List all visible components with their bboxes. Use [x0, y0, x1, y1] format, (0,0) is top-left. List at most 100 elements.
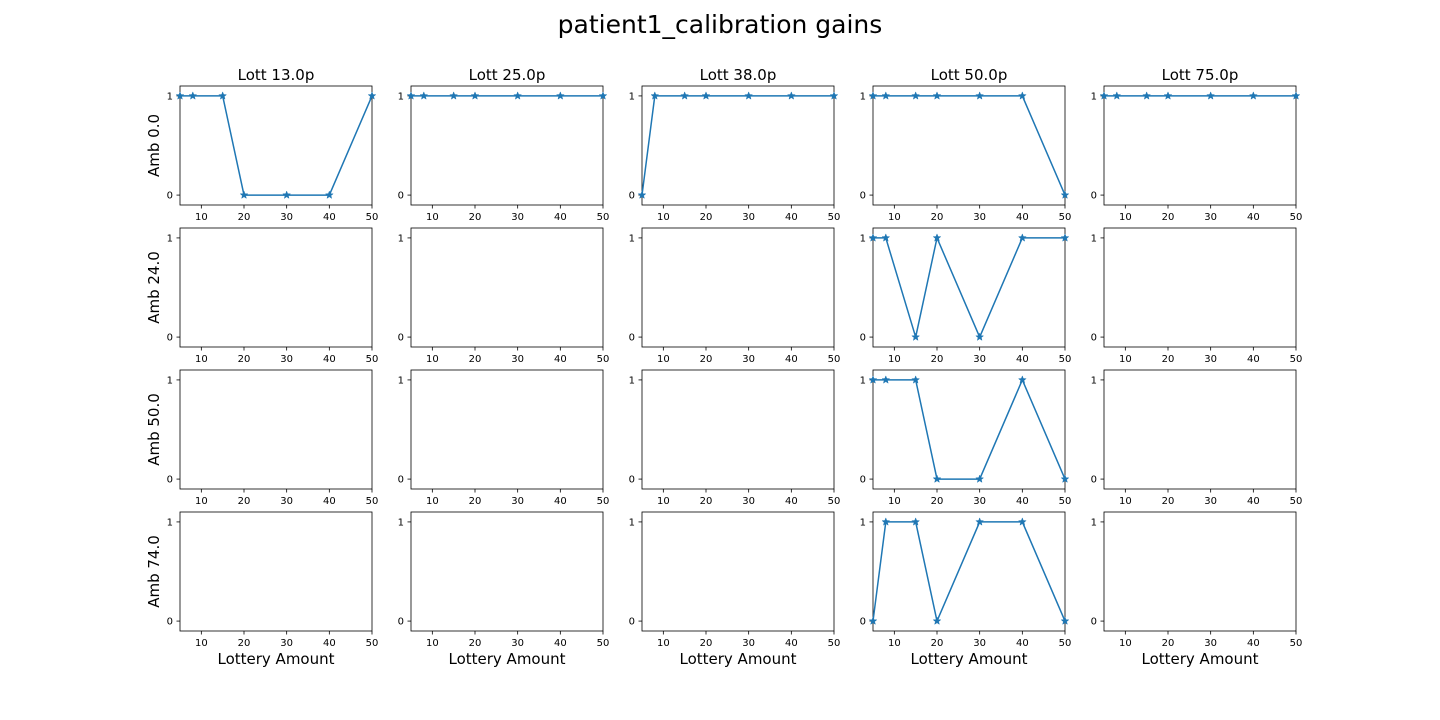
y-tick-label: 1: [629, 91, 635, 102]
subplot: 10 20 30 40 50 0 1: [629, 369, 841, 507]
x-tick-label: 40: [785, 212, 798, 223]
x-tick-label: 20: [700, 496, 713, 507]
x-tick-label: 10: [657, 354, 670, 365]
x-tick-label: 50: [1059, 354, 1072, 365]
data-point: [555, 91, 565, 100]
data-point: [1060, 474, 1070, 483]
x-tick-label: 50: [1059, 212, 1072, 223]
data-point: [786, 91, 796, 100]
y-tick-label: 0: [167, 191, 173, 202]
axes-frame: [410, 85, 604, 206]
data-point: [868, 233, 878, 242]
x-tick-label: 50: [366, 638, 379, 649]
x-tick-label: 50: [828, 496, 841, 507]
column-title: Lott 75.0p: [1162, 66, 1239, 84]
subplot: 10 20 30 40 50 0 1: [167, 227, 379, 365]
data-point: [1060, 190, 1070, 199]
y-tick-label: 0: [629, 475, 635, 486]
data-point: [881, 517, 891, 526]
x-tick-label: 50: [597, 638, 610, 649]
x-tick-label: 40: [323, 354, 336, 365]
data-point: [868, 375, 878, 384]
x-tick-label: 40: [1016, 212, 1029, 223]
x-tick-label: 20: [1162, 638, 1175, 649]
x-tick-label: 50: [1059, 496, 1072, 507]
x-tick-label: 30: [1204, 354, 1217, 365]
y-tick-label: 1: [167, 375, 173, 386]
x-tick-label: 20: [700, 212, 713, 223]
data-point: [975, 332, 985, 341]
y-tick-label: 1: [860, 517, 866, 528]
y-tick-label: 1: [398, 517, 404, 528]
x-tick-label: 20: [238, 212, 251, 223]
x-tick-label: 40: [323, 212, 336, 223]
data-point: [513, 91, 523, 100]
x-tick-label: 30: [1204, 496, 1217, 507]
y-tick-label: 0: [860, 475, 866, 486]
x-tick-label: 30: [742, 354, 755, 365]
x-tick-label: 30: [973, 638, 986, 649]
x-tick-label: 50: [1059, 638, 1072, 649]
y-tick-label: 0: [398, 475, 404, 486]
x-tick-label: 20: [469, 496, 482, 507]
x-tick-label: 40: [785, 354, 798, 365]
data-point: [868, 616, 878, 625]
x-tick-label: 20: [469, 354, 482, 365]
data-point: [1060, 616, 1070, 625]
x-tick-label: 30: [742, 496, 755, 507]
y-tick-label: 1: [1091, 91, 1097, 102]
y-tick-label: 0: [167, 333, 173, 344]
y-tick-label: 1: [629, 233, 635, 244]
x-tick-label: 50: [366, 354, 379, 365]
y-tick-label: 0: [1091, 333, 1097, 344]
x-tick-label: 20: [931, 496, 944, 507]
x-tick-label: 10: [426, 212, 439, 223]
data-point: [1291, 91, 1301, 100]
data-point: [218, 91, 228, 100]
y-tick-label: 1: [167, 233, 173, 244]
x-tick-label: 30: [742, 638, 755, 649]
x-tick-label: 50: [828, 212, 841, 223]
x-axis-label: Lottery Amount: [1141, 650, 1258, 668]
subplot: 10 20 30 40 50 0 1: [398, 369, 609, 507]
x-tick-label: 40: [1247, 354, 1260, 365]
y-tick-label: 0: [398, 333, 404, 344]
y-tick-label: 1: [629, 517, 635, 528]
axes-frame: [872, 511, 1066, 632]
subplot: 10 20 30 40 50 0 1 Lottery Amount: [398, 511, 610, 668]
x-tick-label: 20: [1162, 354, 1175, 365]
data-point: [701, 91, 711, 100]
data-point: [324, 190, 334, 199]
data-point: [1060, 233, 1070, 242]
axes-frame: [1103, 511, 1297, 632]
subplot: 10 20 30 40 50 0 1 Lottery Amount: [860, 511, 1072, 668]
x-tick-label: 10: [1119, 354, 1132, 365]
data-point: [932, 91, 942, 100]
x-tick-label: 30: [1204, 638, 1217, 649]
x-axis-label: Lottery Amount: [448, 650, 565, 668]
x-tick-label: 20: [469, 638, 482, 649]
data-point: [1248, 91, 1258, 100]
y-tick-label: 1: [629, 375, 635, 386]
data-point: [449, 91, 459, 100]
x-tick-label: 10: [1119, 212, 1132, 223]
x-tick-label: 30: [511, 212, 524, 223]
y-tick-label: 0: [860, 617, 866, 628]
data-point: [1099, 91, 1109, 100]
figure-title: patient1_calibration gains: [558, 10, 883, 39]
x-tick-label: 20: [931, 638, 944, 649]
x-tick-label: 30: [280, 638, 293, 649]
subplot: 10 20 30 40 50 0 1: [1091, 369, 1302, 507]
axes-frame: [179, 227, 373, 348]
data-point: [637, 190, 647, 199]
data-point: [932, 474, 942, 483]
x-tick-label: 20: [1162, 496, 1175, 507]
x-tick-label: 40: [1016, 638, 1029, 649]
x-tick-label: 30: [511, 638, 524, 649]
y-tick-label: 0: [629, 617, 635, 628]
data-point: [598, 91, 608, 100]
data-point: [650, 91, 660, 100]
x-tick-label: 30: [973, 496, 986, 507]
data-point: [881, 91, 891, 100]
axes-frame: [872, 227, 1066, 348]
